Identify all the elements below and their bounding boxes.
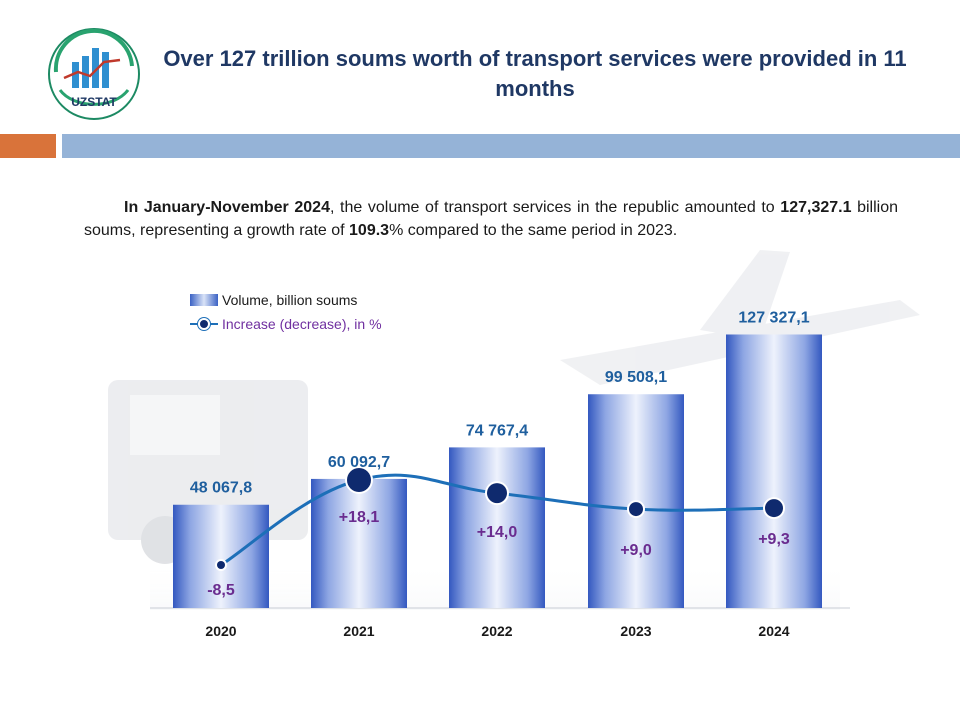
intro-text-3: % compared to the same period in 2023. (389, 222, 678, 239)
x-tick-2021: 2021 (343, 623, 374, 639)
legend-bar-swatch (190, 294, 218, 306)
value-label-2021: 60 092,7 (328, 454, 390, 471)
pct-label-2022: +14,0 (477, 524, 518, 541)
marker-2022 (487, 483, 507, 504)
x-tick-2020: 2020 (205, 623, 236, 639)
pct-label-2024: +9,3 (758, 531, 790, 548)
uzstat-logo: UZSTAT (48, 28, 140, 120)
marker-2024 (765, 499, 783, 518)
intro-volume: 127,327.1 (780, 199, 852, 216)
legend-line-swatch (190, 317, 218, 331)
x-tick-2022: 2022 (481, 623, 512, 639)
page-title: Over 127 trillion soums worth of transpo… (163, 46, 907, 101)
legend-increase-label: Increase (decrease), in % (222, 316, 382, 332)
legend-item-increase: Increase (decrease), in % (190, 312, 382, 336)
marker-2021 (347, 468, 371, 492)
x-tick-2024: 2024 (758, 623, 789, 639)
pct-label-2023: +9,0 (620, 542, 652, 559)
bar-2020 (173, 504, 269, 608)
intro-paragraph: In January-November 2024, the volume of … (84, 196, 898, 242)
bar-2021 (311, 478, 407, 608)
value-label-2020: 48 067,8 (190, 480, 252, 497)
bar-2024 (726, 334, 822, 608)
legend-item-volume: Volume, billion soums (190, 288, 382, 312)
intro-rate: 109.3 (349, 222, 390, 239)
marker-2023 (629, 502, 643, 517)
logo-text: UZSTAT (71, 95, 117, 109)
accent-bar-blue (62, 134, 960, 158)
legend-volume-label: Volume, billion soums (222, 292, 358, 308)
marker-2020 (217, 561, 225, 569)
intro-text-1: , the volume of transport services in th… (329, 199, 781, 216)
accent-bar-orange (0, 134, 56, 158)
pct-label-2020: -8,5 (207, 582, 235, 599)
value-label-2024: 127 327,1 (738, 309, 809, 326)
chart-legend: Volume, billion soums Increase (decrease… (190, 288, 382, 336)
value-label-2022: 74 767,4 (466, 422, 528, 439)
x-tick-2023: 2023 (620, 623, 651, 639)
value-label-2023: 99 508,1 (605, 369, 667, 386)
bar-2022 (449, 447, 545, 608)
intro-text-2: billion soums, representing a growth rat… (84, 199, 899, 239)
pct-label-2021: +18,1 (339, 509, 380, 526)
intro-period: In January-November 2024 (124, 199, 330, 216)
